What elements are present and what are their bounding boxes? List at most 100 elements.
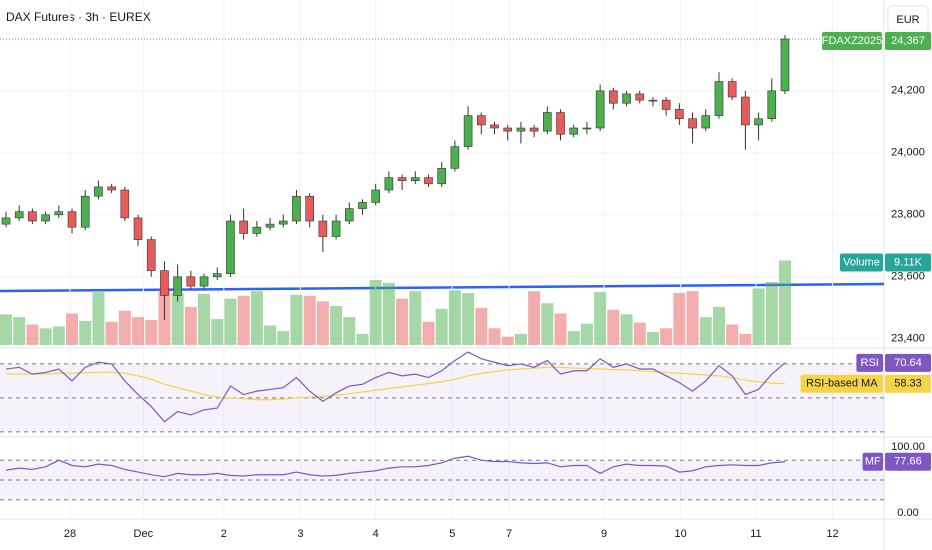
volume-bar bbox=[778, 260, 791, 345]
candle-body bbox=[1, 217, 11, 225]
volume-bar bbox=[699, 317, 712, 345]
x-tick-label: 12 bbox=[826, 528, 838, 540]
volume-bar bbox=[660, 328, 673, 345]
volume-bar bbox=[290, 294, 303, 345]
chart-title: DAX Futures · 3h · EUREX bbox=[6, 10, 151, 24]
volume-bar bbox=[184, 306, 197, 345]
x-tick-label: 7 bbox=[506, 528, 512, 540]
volume-bar bbox=[264, 325, 277, 345]
candle-body bbox=[424, 177, 433, 185]
volume-name: Volume bbox=[843, 256, 880, 268]
candle-body bbox=[622, 93, 631, 104]
candle-body bbox=[609, 90, 618, 104]
candle-body bbox=[331, 220, 341, 237]
candle-body bbox=[503, 127, 513, 132]
candle-body bbox=[173, 276, 182, 296]
candle-body bbox=[120, 189, 130, 219]
candle-body bbox=[582, 127, 592, 130]
candle-body bbox=[371, 189, 380, 203]
x-tick-label: 10 bbox=[675, 528, 687, 540]
candle-body bbox=[133, 217, 143, 240]
rsi-line bbox=[5, 351, 786, 423]
volume-bar bbox=[13, 317, 26, 345]
volume-name-box bbox=[840, 253, 883, 272]
candle-body bbox=[648, 99, 658, 102]
volume-bar bbox=[607, 309, 620, 345]
candle-body bbox=[516, 127, 526, 132]
candle-body bbox=[767, 90, 777, 120]
volume-bar bbox=[52, 326, 65, 345]
volume-bar bbox=[435, 308, 448, 345]
x-tick-label: 11 bbox=[750, 528, 761, 540]
rsi-name-box bbox=[856, 353, 883, 372]
x-tick-label: Dec bbox=[134, 528, 154, 540]
rsi-name: RSI-based MA bbox=[806, 378, 878, 390]
volume-bar bbox=[92, 292, 105, 345]
volume-bar bbox=[277, 331, 290, 345]
candle-body bbox=[397, 177, 407, 182]
volume-bar bbox=[79, 320, 92, 345]
rsi-last-label-box bbox=[885, 374, 931, 393]
volume-bar bbox=[580, 323, 593, 345]
volume-last-label: 9.11K bbox=[894, 256, 923, 268]
candle-body bbox=[754, 118, 763, 126]
volume-bar bbox=[765, 281, 778, 345]
y-tick-label: 23,400 bbox=[891, 333, 925, 345]
candle-body bbox=[292, 195, 301, 222]
rsi-last-label-box bbox=[885, 353, 931, 372]
candle-body bbox=[490, 124, 499, 129]
x-tick-label: 2 bbox=[221, 528, 227, 540]
candle-body bbox=[410, 177, 420, 182]
volume-bar bbox=[145, 319, 158, 345]
volume-bar bbox=[673, 293, 686, 345]
candle-body bbox=[635, 93, 645, 101]
rsi-name-box bbox=[800, 374, 883, 393]
candle-body bbox=[595, 90, 605, 129]
candle-body bbox=[344, 208, 354, 222]
volume-bar bbox=[211, 319, 224, 345]
volume-bar bbox=[422, 321, 435, 345]
x-tick-label: 5 bbox=[449, 528, 455, 540]
mf-last-label-box bbox=[885, 452, 931, 471]
candle-body bbox=[252, 226, 262, 234]
candle-body bbox=[675, 109, 684, 120]
volume-bar bbox=[105, 321, 118, 345]
candle-body bbox=[28, 211, 37, 222]
candle-body bbox=[54, 211, 64, 216]
candle-body bbox=[714, 81, 724, 116]
mf-name: MF bbox=[865, 456, 881, 468]
candle-body bbox=[701, 115, 711, 129]
candle-body bbox=[543, 112, 552, 132]
candle-body bbox=[661, 99, 671, 110]
volume-bar bbox=[369, 280, 382, 345]
volume-bar bbox=[686, 291, 699, 345]
volume-bar bbox=[462, 293, 475, 345]
volume-bar bbox=[409, 291, 422, 345]
volume-bar bbox=[356, 333, 369, 345]
candle-body bbox=[569, 127, 579, 135]
candle-body bbox=[780, 38, 790, 92]
volume-last-label-box bbox=[885, 253, 931, 272]
candle-body bbox=[160, 270, 169, 296]
volume-bar bbox=[26, 324, 39, 345]
volume-bar bbox=[171, 293, 184, 345]
candle-body bbox=[318, 220, 328, 237]
x-tick-label: 9 bbox=[601, 528, 607, 540]
candle-body bbox=[41, 214, 50, 222]
candle-body bbox=[80, 195, 90, 228]
candle-body bbox=[463, 115, 473, 147]
trend-line bbox=[0, 282, 885, 293]
candle-body bbox=[450, 146, 460, 169]
volume-bar bbox=[488, 328, 501, 345]
candle-body bbox=[741, 96, 750, 126]
volume-bar bbox=[237, 295, 250, 345]
volume-bar bbox=[646, 332, 659, 345]
rsi-last-label: 70.64 bbox=[894, 357, 922, 369]
rsi-last-label: 58.33 bbox=[894, 378, 922, 390]
volume-bar bbox=[475, 307, 488, 345]
volume-bar bbox=[250, 291, 263, 345]
candle-body bbox=[186, 276, 196, 287]
last-price-label: 24,367 bbox=[891, 35, 925, 47]
